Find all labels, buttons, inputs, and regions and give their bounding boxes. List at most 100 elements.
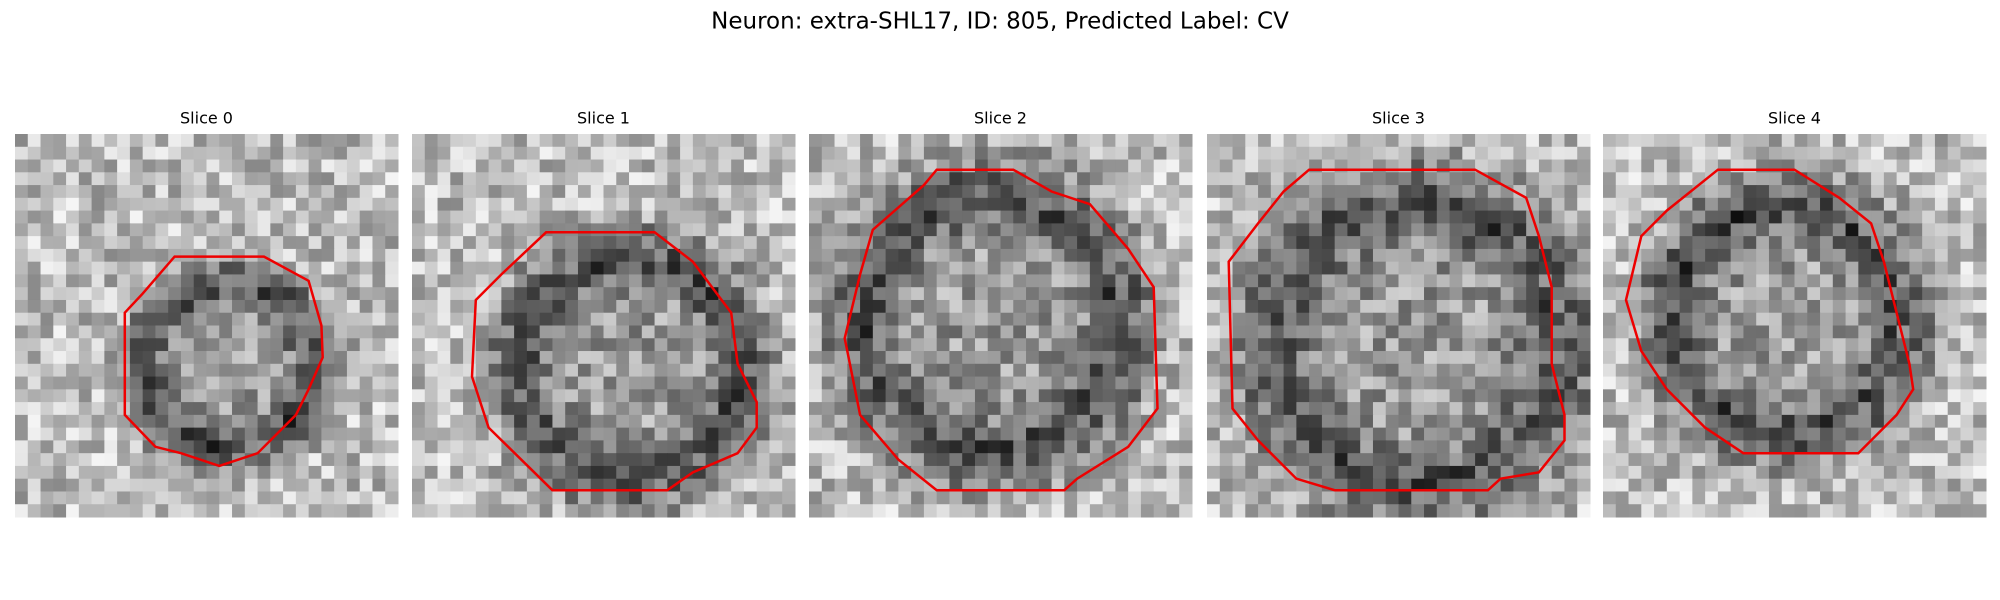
pixel xyxy=(488,172,502,186)
pixel xyxy=(450,134,464,148)
pixel xyxy=(1628,363,1642,378)
pixel xyxy=(1538,427,1553,441)
pixel xyxy=(1909,172,1923,186)
pixel xyxy=(756,453,770,467)
pixel xyxy=(1372,414,1387,429)
pixel xyxy=(847,325,861,339)
pixel xyxy=(1232,414,1246,429)
pixel xyxy=(1794,478,1808,492)
pixel xyxy=(437,185,451,199)
pixel xyxy=(180,134,195,148)
pixel xyxy=(1398,172,1412,186)
pixel xyxy=(539,312,553,326)
pixel xyxy=(821,376,836,390)
pixel xyxy=(1603,274,1617,288)
pixel xyxy=(1871,134,1885,148)
pixel xyxy=(1296,402,1310,416)
pixel xyxy=(629,134,643,148)
pixel xyxy=(1705,185,1719,199)
pixel xyxy=(295,274,310,288)
pixel xyxy=(40,159,54,173)
pixel xyxy=(860,427,874,441)
pixel xyxy=(1871,389,1885,403)
pixel xyxy=(1922,134,1936,148)
pixel xyxy=(1026,312,1040,326)
pixel xyxy=(756,504,770,518)
pixel xyxy=(1526,134,1540,148)
pixel xyxy=(769,274,783,288)
pixel xyxy=(987,414,1001,429)
pixel xyxy=(590,210,604,224)
pixel xyxy=(603,427,617,441)
pixel xyxy=(334,453,348,467)
pixel xyxy=(1666,440,1681,454)
pixel xyxy=(1947,351,1961,365)
pixel xyxy=(1283,427,1297,441)
pixel xyxy=(129,351,144,365)
pixel xyxy=(437,504,451,518)
pixel xyxy=(91,440,105,454)
pixel xyxy=(1564,312,1578,326)
pixel xyxy=(308,236,322,250)
pixel xyxy=(603,248,617,263)
pixel xyxy=(847,197,861,212)
pixel xyxy=(1296,185,1310,199)
pixel xyxy=(53,440,67,454)
pixel xyxy=(1051,491,1065,505)
pixel xyxy=(731,248,745,263)
pixel xyxy=(1411,223,1425,237)
pixel xyxy=(898,414,912,429)
pixel xyxy=(1153,210,1167,224)
pixel xyxy=(1960,453,1974,467)
pixel xyxy=(450,402,464,416)
pixel xyxy=(53,287,67,301)
pixel xyxy=(1628,453,1642,467)
pixel xyxy=(412,312,426,326)
pixel xyxy=(1283,210,1297,224)
pixel xyxy=(514,146,528,161)
pixel xyxy=(424,210,439,224)
pixel xyxy=(616,210,630,224)
pixel xyxy=(1947,478,1961,492)
pixel xyxy=(1475,223,1489,237)
pixel xyxy=(718,363,732,378)
pixel xyxy=(1411,287,1425,301)
pixel xyxy=(603,440,617,454)
pixel xyxy=(1424,363,1438,378)
pixel xyxy=(1832,159,1847,173)
pixel xyxy=(1385,172,1399,186)
pixel xyxy=(321,299,335,314)
pixel xyxy=(155,478,169,492)
pixel xyxy=(334,478,348,492)
pixel xyxy=(987,312,1001,326)
pixel xyxy=(27,453,42,467)
pixel xyxy=(834,427,848,441)
pixel xyxy=(66,325,80,339)
pixel xyxy=(91,389,105,403)
pixel xyxy=(1526,325,1540,339)
pixel xyxy=(821,134,836,148)
pixel xyxy=(769,491,783,505)
pixel xyxy=(129,210,144,224)
pixel xyxy=(1038,389,1053,403)
pixel xyxy=(1692,389,1706,403)
pixel xyxy=(1641,312,1655,326)
pixel xyxy=(321,504,335,518)
pixel xyxy=(974,197,989,212)
pixel xyxy=(1000,287,1014,301)
pixel xyxy=(1551,223,1565,237)
pixel xyxy=(1360,236,1374,250)
pixel xyxy=(1449,312,1463,326)
pixel xyxy=(475,248,490,263)
pixel xyxy=(53,465,67,480)
pixel xyxy=(66,402,80,416)
pixel xyxy=(949,389,963,403)
pixel xyxy=(359,389,373,403)
pixel xyxy=(1347,402,1361,416)
pixel xyxy=(667,338,681,352)
pixel xyxy=(1038,223,1053,237)
pixel xyxy=(424,363,439,378)
pixel xyxy=(834,299,848,314)
pixel xyxy=(552,414,566,429)
pixel xyxy=(206,351,220,365)
